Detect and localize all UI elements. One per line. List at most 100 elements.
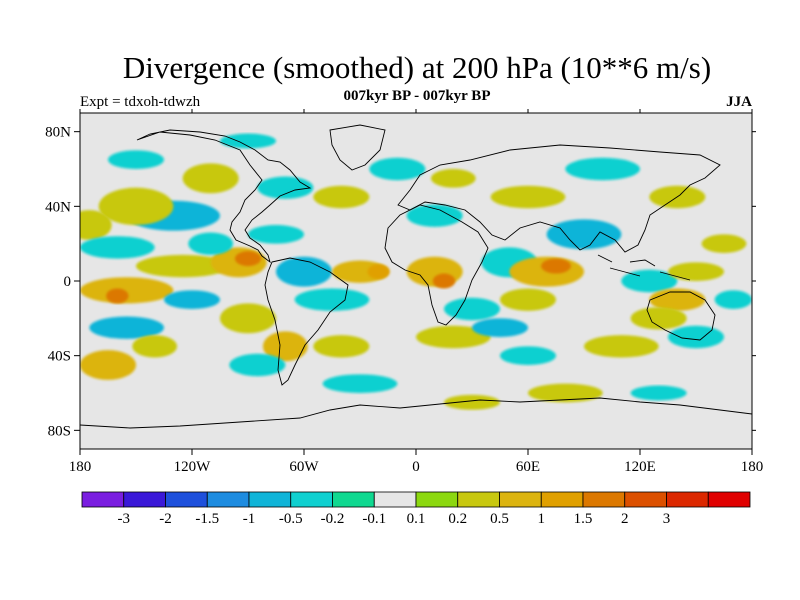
field-contour <box>80 350 136 380</box>
lon-tick-label: 60W <box>289 459 319 475</box>
field-contour <box>89 316 164 339</box>
field-contour <box>248 225 304 244</box>
field-contour <box>80 210 112 240</box>
colorbar-label: 2 <box>621 511 629 527</box>
field-contour <box>132 335 178 358</box>
field-contour <box>528 383 603 403</box>
colorbar-label: 0.1 <box>407 511 426 527</box>
colorbar-label: 3 <box>663 511 671 527</box>
lon-tick-label: 60E <box>516 459 540 475</box>
field-contour <box>565 157 641 181</box>
lat-tick-label: 80S <box>48 423 71 439</box>
coastline-australia <box>646 291 716 341</box>
colorbar-label: 1 <box>538 511 546 527</box>
longitude-axis: 180 120W 60W 0 60E 120E 180 <box>69 109 764 475</box>
field-contour <box>444 297 500 321</box>
lon-tick-label: 0 <box>412 459 420 475</box>
colorbar-swatch <box>707 491 751 508</box>
field-contour <box>430 169 476 188</box>
colorbar-swatch <box>624 491 667 508</box>
colorbar-label: -0.1 <box>362 511 386 527</box>
latitude-axis: 80N 40N 0 40S 80S <box>45 125 756 439</box>
colorbar-swatch <box>666 491 709 508</box>
coastline-north-america <box>136 129 312 264</box>
field-contour <box>541 258 571 274</box>
colorbar-swatch <box>373 491 417 508</box>
lon-tick-label: 180 <box>69 459 92 475</box>
field-contour <box>322 374 398 393</box>
map-subtitle: 007kyr BP - 007kyr BP <box>343 88 491 104</box>
field-contour <box>701 234 747 254</box>
field-contour <box>668 325 724 349</box>
season-label: JJA <box>726 94 752 110</box>
coastline-africa <box>384 204 489 326</box>
colorbar-label: 0.2 <box>448 511 467 527</box>
coastline-south-america <box>264 257 349 386</box>
colorbar-swatch <box>123 491 166 508</box>
field-contour <box>649 288 706 311</box>
field-contour <box>367 264 390 280</box>
field-contour <box>262 331 308 362</box>
colorbar-label: -1.5 <box>195 511 219 527</box>
field-contour <box>369 157 426 181</box>
field-contour <box>444 394 500 410</box>
lat-tick-label: 0 <box>64 274 72 290</box>
lat-tick-label: 40N <box>45 199 71 215</box>
field-contour <box>416 325 491 349</box>
lon-tick-label: 120E <box>624 459 656 475</box>
coastlines <box>80 124 752 429</box>
colorbar-swatch <box>248 491 292 508</box>
coastline-europe-asia <box>397 144 721 253</box>
field-contour <box>257 176 314 199</box>
field-contour <box>490 185 566 209</box>
field-contour <box>108 150 164 170</box>
colorbar-label: -1 <box>243 511 256 527</box>
colorbar-swatch <box>582 491 626 508</box>
colorbar-label: 1.5 <box>574 511 593 527</box>
lat-tick-label: 80N <box>45 125 71 141</box>
colorbar-swatch <box>540 491 584 508</box>
colorbar-swatch <box>290 491 333 508</box>
field-contour <box>98 187 174 225</box>
field-contour <box>500 288 556 311</box>
colorbar-swatch <box>81 491 125 508</box>
field-contour <box>294 288 370 311</box>
field-contour <box>136 254 230 278</box>
field-contour <box>621 269 678 293</box>
field-contour <box>220 133 276 149</box>
colorbar-swatch <box>457 491 500 508</box>
field-contour <box>276 256 332 287</box>
colorbar-swatch <box>499 491 542 508</box>
field-contour <box>472 318 528 337</box>
lat-tick-label: 40S <box>48 349 71 365</box>
field-contour <box>182 163 239 194</box>
field-contour <box>546 219 622 250</box>
lon-tick-label: 180 <box>741 459 764 475</box>
map-title: Divergence (smoothed) at 200 hPa (10**6 … <box>122 50 712 85</box>
experiment-label: Expt = tdxoh-tdwzh <box>80 94 201 110</box>
colorbar-labels: -3 -2 -1.5 -1 -0.5 -0.2 -0.1 0.1 0.2 0.5 1 1.5 2 3 <box>118 511 671 527</box>
field-contour <box>714 290 752 309</box>
coastline-antarctica <box>80 397 752 429</box>
lon-tick-label: 120W <box>174 459 212 475</box>
colorbar <box>81 491 751 508</box>
field-contour <box>80 277 174 304</box>
field-contour <box>406 204 463 227</box>
field-contour <box>313 335 370 358</box>
field-contour <box>106 288 129 304</box>
field-contour <box>500 346 556 365</box>
colorbar-label: -0.5 <box>279 511 303 527</box>
colorbar-label: -0.2 <box>321 511 345 527</box>
field-contour <box>188 232 234 255</box>
field-contour <box>313 185 370 209</box>
divergence-field <box>80 133 752 410</box>
field-contour <box>220 303 276 334</box>
colorbar-swatch <box>206 491 250 508</box>
colorbar-label: -3 <box>118 511 131 527</box>
field-contour <box>668 262 724 281</box>
colorbar-label: -2 <box>159 511 172 527</box>
field-contour <box>229 353 286 377</box>
field-contour <box>164 290 220 309</box>
field-contour <box>630 385 687 401</box>
